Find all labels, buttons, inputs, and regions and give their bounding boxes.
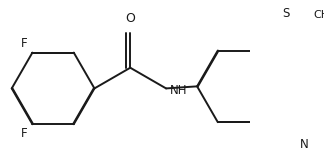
Text: S: S <box>282 7 290 20</box>
Text: CH₃: CH₃ <box>313 10 324 20</box>
Text: NH: NH <box>169 84 187 97</box>
Text: N: N <box>300 138 309 151</box>
Text: F: F <box>21 127 28 140</box>
Text: O: O <box>125 12 135 25</box>
Text: F: F <box>21 37 28 50</box>
